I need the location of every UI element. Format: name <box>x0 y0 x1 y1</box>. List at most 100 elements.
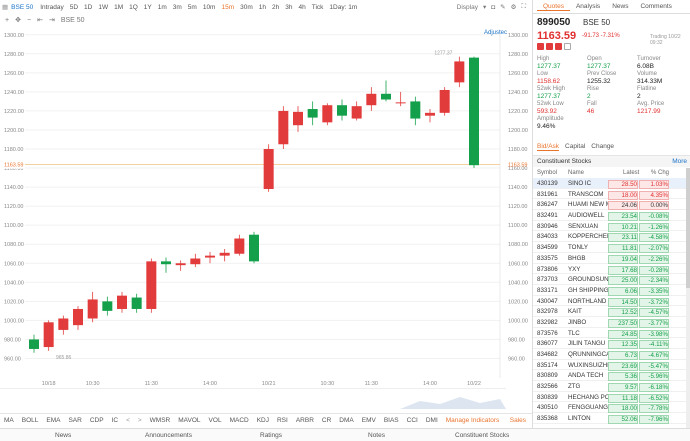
move-icon[interactable]: ✥ <box>15 17 21 24</box>
timeframe-30m[interactable]: 30m <box>240 3 253 11</box>
camera-icon[interactable]: ◘ <box>491 3 496 11</box>
timeframe-15m[interactable]: 15m <box>221 3 235 11</box>
timeframe-3h[interactable]: 3h <box>285 3 293 11</box>
timeframe-5d[interactable]: 5D <box>69 3 79 11</box>
sales-link[interactable]: Sales <box>509 416 526 424</box>
arrow-left-icon[interactable]: ⇤ <box>37 17 43 24</box>
indicator-kdj[interactable]: KDJ <box>256 416 269 424</box>
indicator-dmi[interactable]: DMI <box>425 416 438 424</box>
timeframe-1h[interactable]: 1h <box>258 3 267 11</box>
draw-icon[interactable]: ✎ <box>500 4 506 11</box>
timeframe-1m[interactable]: 1m <box>157 3 167 11</box>
table-row[interactable]: 430139 SINO IC 28.50 1.03% <box>533 178 690 189</box>
timeframe-1y[interactable]: 1Y <box>143 3 152 11</box>
subtab-change[interactable]: Change <box>591 143 615 150</box>
table-row[interactable]: 835368 LINTON 52.06 -7.96% <box>533 413 690 425</box>
quote-tab-comments[interactable]: Comments <box>640 3 672 10</box>
bottom-tab-announcements[interactable]: Announcements <box>145 431 192 439</box>
chevron-right-icon[interactable]: > <box>137 416 142 424</box>
bottom-tab-constituent-stocks[interactable]: Constituent Stocks <box>455 431 510 439</box>
timeframe-4h[interactable]: 4h <box>298 3 306 11</box>
table-row[interactable]: 430510 FENGGUANG P18.00-7.78% <box>533 402 690 414</box>
quote-tab-news[interactable]: News <box>612 3 629 10</box>
timeframe-2h[interactable]: 2h <box>272 3 280 11</box>
table-row[interactable]: 430047 NORTHLAND B 14.50 -3.72% <box>533 296 690 307</box>
timeframe-intraday[interactable]: Intraday <box>40 3 64 11</box>
alert-icon[interactable] <box>537 43 544 50</box>
timeframe-1q[interactable]: 1Q <box>129 3 138 11</box>
table-row[interactable]: 833171 GH SHIPPING 6.06 -3.35% <box>533 285 690 296</box>
indicator-cr[interactable]: CR <box>321 416 332 424</box>
indicator-emv[interactable]: EMV <box>361 416 376 424</box>
symbol-label[interactable]: BSE 50 <box>11 3 34 11</box>
table-row[interactable]: 873576 TLC 24.85 -3.98% <box>533 328 690 339</box>
indicator-arbr[interactable]: ARBR <box>295 416 314 424</box>
indicator-cci[interactable]: CCI <box>406 416 418 424</box>
table-row[interactable]: 834599 TONLY 11.81 -2.07% <box>533 242 690 254</box>
indicator-ema[interactable]: EMA <box>46 416 61 424</box>
table-row[interactable]: 836077 JILIN TANGU 12.35 -4.11% <box>533 338 690 350</box>
chevron-down-icon[interactable]: ▾ <box>482 4 487 11</box>
settings-icon[interactable]: ⚙ <box>510 4 517 11</box>
table-row[interactable]: 873806 YXY 17.68 -0.28% <box>533 264 690 275</box>
indicator-rsi[interactable]: RSI <box>276 416 288 424</box>
table-row[interactable]: 830809 ANDA TECH 5.36 -5.96% <box>533 370 690 382</box>
indicator-vol[interactable]: VOL <box>208 416 222 424</box>
timeframe-tick[interactable]: Tick <box>311 3 324 11</box>
scrollbar[interactable] <box>686 168 690 428</box>
table-row[interactable]: 873703 GROUNDSUN 25.00 -2.34% <box>533 274 690 286</box>
table-row[interactable]: 832982 JINBO 237.50 -3.77% <box>533 317 690 328</box>
arrow-right-icon[interactable]: ⇥ <box>48 17 55 24</box>
timeframe-3m[interactable]: 3m <box>172 3 182 11</box>
candlestick-chart[interactable]: 1300.00 1300.00 1280.00 1280.00 1260.00 1260.… <box>0 26 532 390</box>
indicator-wmsr[interactable]: WMSR <box>149 416 171 424</box>
manage-indicators-link[interactable]: Manage Indicators <box>445 416 500 424</box>
table-row[interactable]: 832566 ZTG 9.57 -6.18% <box>533 381 690 393</box>
bottom-tab-ratings[interactable]: Ratings <box>260 431 283 439</box>
subtab-capital[interactable]: Capital <box>565 143 586 150</box>
minus-icon[interactable]: − <box>26 16 32 24</box>
table-row[interactable]: 836247 HUAMI NEW MA24.060.00% <box>533 199 690 211</box>
table-row[interactable]: 835174 WUXINSUIZHI 23.69 -5.47% <box>533 360 690 371</box>
indicator-ic[interactable]: IC <box>111 416 119 424</box>
indicator-bias[interactable]: BIAS <box>383 416 399 424</box>
col-symbol[interactable]: Symbol <box>537 170 558 176</box>
timeframe-10m[interactable]: 10m <box>202 3 216 11</box>
indicator-ma[interactable]: MA <box>4 416 14 424</box>
table-row[interactable]: 831961 TRANSCOM 18.00 4.35% <box>533 189 690 200</box>
timeframe-1w[interactable]: 1W <box>98 3 109 11</box>
fullscreen-icon[interactable]: ⛶ <box>521 3 526 10</box>
timeframe-1day1m[interactable]: 1Day: 1m <box>329 3 358 11</box>
table-row[interactable]: 830839 HECHANG POL11.18-6.52% <box>533 392 690 403</box>
timeframe-1d[interactable]: 1D <box>84 3 93 11</box>
table-row[interactable]: 832978 KAIT 12.52 -4.57% <box>533 306 690 318</box>
timeframe-1m[interactable]: 1M <box>114 3 124 11</box>
col-latest[interactable]: Latest <box>623 170 640 176</box>
display-dropdown[interactable]: Display <box>456 3 478 11</box>
col-name[interactable]: Name <box>568 170 585 176</box>
chevron-left-icon[interactable]: < <box>126 416 130 424</box>
favorite-icon[interactable] <box>546 43 553 50</box>
scrollbar-thumb[interactable] <box>686 168 690 288</box>
table-row[interactable]: 830946 SENXUAN 10.21 -1.26% <box>533 221 690 232</box>
indicator-mavol[interactable]: MAVOL <box>178 416 201 424</box>
bottom-tab-news[interactable]: News <box>55 431 72 439</box>
plus-icon[interactable]: + <box>5 16 10 24</box>
indicator-sar[interactable]: SAR <box>68 416 82 424</box>
table-row[interactable]: 834033 KOPPERCHEM 23.11 -4.58% <box>533 231 690 243</box>
indicator-cdp[interactable]: CDP <box>89 416 104 424</box>
indicator-macd[interactable]: MACD <box>229 416 249 424</box>
indicator-dma[interactable]: DMA <box>339 416 354 424</box>
table-row[interactable]: 834682 QRUNNINGCA 6.73 -4.67% <box>533 349 690 360</box>
bottom-tab-notes[interactable]: Notes <box>368 431 385 439</box>
quote-tab-analysis[interactable]: Analysis <box>575 3 601 10</box>
table-row[interactable]: 832491 AUDIOWELL 23.54 -0.08% <box>533 210 690 222</box>
col-chg[interactable]: % Chg <box>651 170 670 176</box>
grid-icon[interactable]: ▦ <box>2 4 9 11</box>
subtab-bidask[interactable]: Bid/Ask <box>537 143 560 151</box>
timeframe-5m[interactable]: 5m <box>187 3 197 11</box>
quote-tab-quotes[interactable]: Quotes <box>537 3 570 11</box>
table-row[interactable]: 833575 BHGB 19.04 -2.26% <box>533 253 690 264</box>
indicator-boll[interactable]: BOLL <box>21 416 39 424</box>
more-link[interactable]: More <box>672 158 687 165</box>
